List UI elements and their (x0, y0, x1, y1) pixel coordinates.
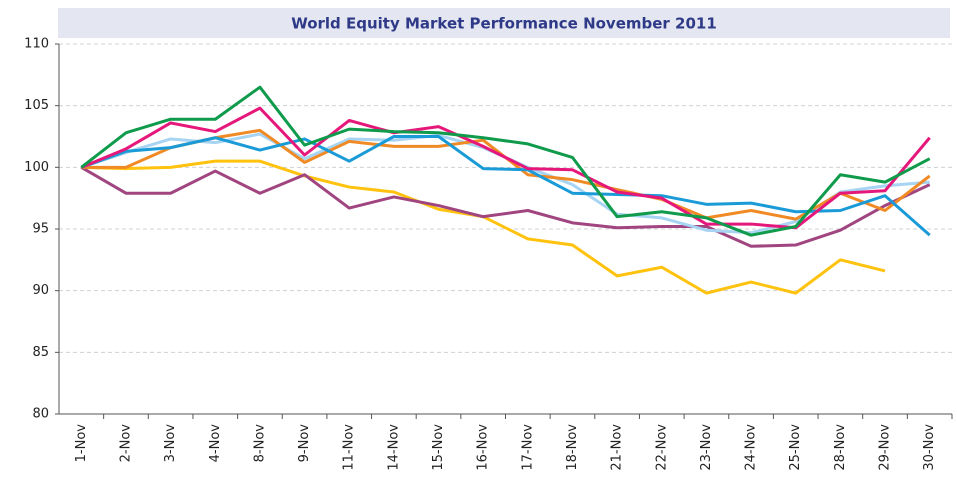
x-tick-label: 8-Nov (252, 424, 267, 463)
x-tick-label: 11-Nov (342, 424, 357, 471)
x-tick-label: 30-Nov (922, 424, 937, 471)
y-tick-label: 110 (24, 37, 49, 52)
y-tick-label: 80 (32, 407, 49, 422)
x-tick-label: 23-Nov (699, 424, 714, 471)
series-line (81, 159, 886, 295)
x-tick-label: 14-Nov (386, 424, 401, 471)
x-tick-label: 22-Nov (654, 424, 669, 471)
y-tick-label: 100 (24, 160, 49, 175)
x-tick-label: 9-Nov (297, 424, 312, 463)
y-tick-label: 105 (24, 98, 49, 113)
y-tick-label: 90 (32, 283, 49, 298)
chart-title: World Equity Market Performance November… (291, 15, 717, 33)
x-tick-label: 3-Nov (163, 424, 178, 463)
y-tick-label: 85 (32, 345, 49, 360)
series-line (80, 166, 931, 248)
title-bar (58, 8, 950, 38)
x-tick-label: 25-Nov (788, 424, 803, 471)
x-tick-label: 17-Nov (520, 424, 535, 471)
series-line (80, 85, 931, 237)
x-tick-label: 24-Nov (744, 424, 759, 471)
x-tick-label: 29-Nov (878, 424, 893, 471)
x-tick-label: 4-Nov (208, 424, 223, 463)
x-tick-label: 2-Nov (118, 424, 133, 463)
x-tick-label: 15-Nov (431, 424, 446, 471)
x-tick-label: 21-Nov (610, 424, 625, 471)
y-tick-label: 95 (32, 222, 49, 237)
x-tick-label: 28-Nov (833, 424, 848, 471)
series-line (80, 135, 931, 237)
x-tick-label: 1-Nov (74, 424, 89, 463)
x-tick-label: 16-Nov (476, 424, 491, 471)
x-tick-label: 18-Nov (565, 424, 580, 471)
